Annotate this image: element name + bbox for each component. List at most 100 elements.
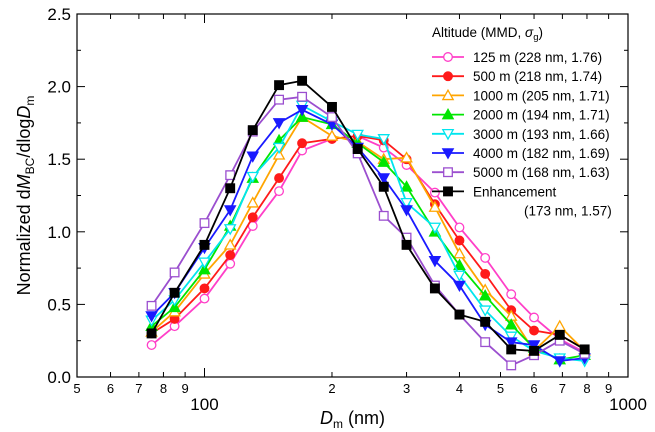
data-point [225, 183, 236, 194]
data-point [223, 205, 237, 217]
data-point [428, 222, 442, 234]
data-point [529, 345, 539, 356]
data-point [272, 118, 286, 130]
data-point [274, 186, 285, 197]
data-point [554, 329, 565, 340]
data-point [428, 200, 442, 212]
data-point [199, 218, 210, 229]
data-point [295, 105, 309, 117]
data-point [352, 144, 363, 154]
data-point [378, 181, 389, 192]
x-minor-tick-label: 9 [181, 381, 188, 396]
data-point [351, 129, 364, 142]
x-minor-tick-label: 5 [73, 381, 80, 396]
data-point [553, 356, 567, 368]
data-point [504, 318, 518, 330]
legend-marker [441, 148, 455, 160]
data-point [297, 75, 308, 86]
data-point [246, 196, 260, 208]
data-point [506, 360, 517, 371]
data-point [453, 280, 466, 293]
data-point [478, 289, 492, 301]
data-point [504, 331, 518, 343]
data-point [272, 148, 286, 160]
x-major-tick-label: 1000 [609, 395, 647, 414]
legend-marker [443, 186, 453, 197]
legend-label: 5000 m (168 nm, 1.63) [473, 165, 610, 180]
legend-entry-3: 2000 m (194 nm, 1.71) [432, 108, 610, 123]
data-point [146, 300, 157, 311]
data-point [272, 142, 286, 155]
x-major-tick-label: 100 [190, 395, 218, 414]
data-point [480, 268, 491, 279]
legend-label: Enhancement [473, 184, 557, 199]
x-axis-label: Dm (nm) [320, 408, 385, 431]
data-point [274, 80, 285, 91]
legend-entry-0: 125 m (228 nm, 1.76) [432, 50, 602, 65]
data-point [480, 316, 491, 327]
series-line [150, 108, 585, 362]
data-point [146, 340, 157, 351]
x-minor-tick-label: 2 [328, 381, 335, 396]
series-layer [145, 75, 591, 371]
x-minor-tick-label: 7 [135, 381, 142, 396]
data-point [146, 328, 157, 339]
data-point [506, 289, 517, 300]
series-line [151, 135, 586, 351]
data-point [225, 250, 236, 260]
data-point [454, 235, 465, 246]
legend-label: 500 m (218 nm, 1.74) [473, 69, 602, 84]
legend-marker [441, 108, 455, 120]
y-tick-label: 2.5 [47, 5, 71, 24]
data-point [401, 239, 412, 250]
legend-entry-6: 5000 m (168 nm, 1.63) [432, 165, 610, 180]
data-point [429, 187, 440, 198]
y-axis-label: Normalized dMBC/dlogDm [14, 96, 37, 296]
data-point [400, 180, 413, 192]
data-point [225, 258, 236, 269]
x-minor-tick-label: 7 [559, 381, 566, 396]
data-point [377, 134, 391, 146]
data-point [454, 222, 465, 233]
data-point [400, 151, 413, 163]
data-point [400, 205, 413, 217]
series-7 [146, 75, 590, 356]
data-point [478, 305, 492, 317]
data-point [428, 256, 442, 268]
data-point [327, 112, 337, 123]
data-point [198, 263, 211, 275]
data-point [199, 283, 210, 294]
legend: Altitude (MMD, σg) 125 m (228 nm, 1.76) 50… [432, 25, 612, 218]
data-point [327, 101, 337, 112]
data-point [454, 309, 465, 320]
data-point [506, 344, 517, 355]
x-minor-tick-label: 5 [497, 381, 504, 396]
y-tick-label: 0.0 [47, 368, 71, 387]
data-point [553, 319, 567, 331]
series-line [151, 115, 586, 353]
x-minor-tick-label: 6 [530, 381, 537, 396]
legend-marker [441, 88, 455, 101]
legend-entry-1: 500 m (218 nm, 1.74) [432, 69, 602, 84]
data-point [377, 173, 391, 185]
x-minor-tick-label: 4 [456, 381, 463, 396]
data-point [529, 325, 539, 336]
data-point [169, 267, 180, 278]
x-minor-tick-label: 8 [583, 381, 590, 396]
legend-marker [441, 128, 455, 141]
data-point [527, 340, 541, 352]
data-point [400, 197, 413, 210]
legend-title: Altitude (MMD, σg) [432, 25, 543, 43]
legend-label: 3000 m (193 nm, 1.66) [473, 127, 610, 142]
data-point [247, 125, 258, 136]
data-point [169, 287, 180, 298]
legend-entry-5: 4000 m (182 nm, 1.69) [432, 146, 610, 161]
legend-label: 4000 m (182 nm, 1.69) [473, 146, 610, 161]
data-point [274, 94, 285, 105]
data-point [199, 239, 210, 250]
y-tick-label: 2.0 [47, 78, 71, 97]
x-minor-tick-label: 3 [403, 381, 410, 396]
data-point [579, 344, 590, 355]
data-point [480, 252, 491, 263]
